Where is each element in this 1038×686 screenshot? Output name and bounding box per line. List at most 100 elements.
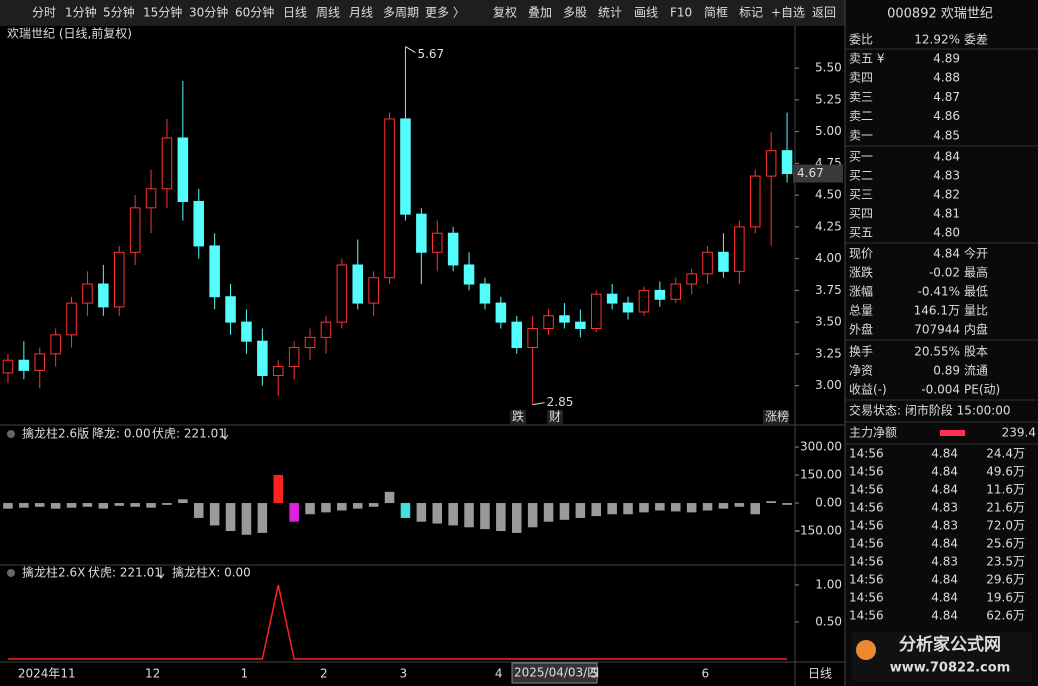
candle-body — [543, 315, 554, 329]
indicator-bar — [655, 503, 665, 511]
indicator-bar — [3, 503, 13, 509]
trade-price: 4.83 — [931, 519, 958, 533]
toolbar-button[interactable]: 标记 — [739, 6, 763, 20]
ask-price: 4.87 — [933, 90, 960, 104]
trade-volume: 11.6万 — [986, 483, 1025, 497]
trade-volume: 29.6万 — [986, 573, 1025, 587]
stat-value: 20.55% — [914, 345, 960, 359]
toolbar-button[interactable]: 月线 — [349, 6, 373, 20]
candle-body — [511, 321, 523, 349]
toolbar-button[interactable]: 统计 — [598, 6, 622, 20]
indicator-bar — [766, 501, 776, 504]
x-tick-label: 2 — [320, 667, 328, 681]
y-tick-label: 0.50 — [815, 615, 842, 629]
indicator-bar — [670, 503, 681, 512]
candle-body — [638, 289, 650, 313]
candle-body — [559, 315, 570, 323]
stat-value: -0.41% — [918, 285, 960, 299]
toolbar-button[interactable]: 5分钟 — [103, 5, 135, 20]
stat-label: 涨跌 — [849, 265, 873, 280]
toolbar-button[interactable]: 简框 — [704, 6, 728, 20]
toolbar-button[interactable]: 30分钟 — [189, 5, 228, 20]
cursor-box — [511, 662, 598, 684]
candle-body — [34, 353, 46, 371]
trade-time: 14:56 — [849, 573, 884, 587]
indicator-line — [7, 584, 788, 660]
ask-label: 卖二 — [849, 109, 873, 123]
trade-time: 14:56 — [849, 447, 884, 461]
candle-body — [718, 251, 729, 272]
x-tick-label: 1 — [240, 667, 248, 681]
net-flow-value: 239.4 — [1002, 426, 1036, 440]
indicator-bar — [559, 503, 570, 520]
indicator-bar — [750, 503, 761, 515]
stat-label: 现价 — [849, 247, 873, 261]
stat-label: 内盘 — [964, 322, 988, 337]
trade-price: 4.83 — [931, 555, 958, 569]
toolbar-button[interactable]: 返回 — [812, 6, 836, 20]
arrow-icon — [221, 428, 229, 440]
toolbar-button[interactable]: 1分钟 — [65, 5, 97, 20]
candle-body — [765, 150, 777, 177]
candle-body — [447, 232, 459, 266]
toolbar-button[interactable]: 叠加 — [528, 6, 552, 20]
indicator-bar — [368, 503, 379, 507]
toolbar-button[interactable]: 15分钟 — [143, 5, 182, 20]
toolbar-button[interactable]: +自选 — [771, 6, 805, 20]
toolbar-button[interactable]: 60分钟 — [235, 5, 274, 20]
stat-label: 总量 — [849, 304, 873, 318]
ratio-value: 12.92% — [914, 33, 960, 47]
trade-volume: 21.6万 — [986, 501, 1025, 515]
y-tick-label: 5.00 — [815, 124, 842, 138]
indicator-bar — [162, 503, 172, 505]
candle-body — [225, 296, 236, 323]
candle-body — [129, 207, 141, 253]
stat-label: 收益(-) — [849, 383, 887, 397]
x-tick-label: 4 — [495, 667, 503, 681]
trade-time: 14:56 — [849, 465, 884, 479]
toolbar-button[interactable]: 更多 〉 — [425, 6, 465, 20]
candle-body — [622, 302, 634, 313]
toolbar-button[interactable]: 复权 — [493, 6, 517, 20]
signal-tag-label: 涨榜 — [765, 409, 789, 424]
candle-body — [463, 264, 475, 285]
indicator-bar — [321, 503, 331, 513]
toolbar-button[interactable]: F10 — [670, 6, 692, 20]
candle-body — [527, 327, 538, 349]
candle-body — [66, 302, 77, 336]
toolbar-button[interactable]: 日线 — [283, 6, 307, 20]
candle-body — [304, 336, 316, 349]
indicator-bar — [50, 503, 61, 509]
trade-price: 4.84 — [931, 573, 958, 587]
toolbar-button[interactable]: 画线 — [634, 6, 658, 20]
indicator-bar — [193, 503, 204, 518]
indicator-bar — [82, 503, 93, 507]
candle-body — [320, 321, 332, 338]
trade-volume: 24.4万 — [986, 447, 1025, 461]
indicator-field: 降龙: 0.00 — [92, 427, 151, 441]
collapse-icon[interactable] — [7, 569, 15, 577]
indicator-field: 伏虎: 221.01 — [152, 427, 226, 441]
collapse-icon[interactable] — [7, 430, 15, 438]
bid-price: 4.81 — [933, 207, 960, 221]
indicator-bar — [225, 503, 236, 532]
candle-body — [734, 226, 745, 272]
ratio-label: 委比 — [849, 33, 873, 47]
toolbar-button[interactable]: 多周期 — [383, 6, 419, 20]
toolbar-button[interactable]: 周线 — [316, 6, 340, 20]
x-tick-label: 3 — [399, 667, 407, 681]
toolbar-button[interactable]: 分时 — [32, 6, 56, 20]
bid-price: 4.82 — [933, 188, 960, 202]
candle-body — [177, 137, 189, 202]
high-label: 5.67 — [417, 47, 444, 61]
trade-volume: 62.6万 — [986, 609, 1025, 623]
stat-value: 4.84 — [933, 247, 960, 261]
toolbar-button[interactable]: 多股 — [563, 6, 587, 20]
stat-value: -0.004 — [921, 383, 960, 397]
ask-price: 4.89 — [933, 52, 960, 66]
trade-time: 14:56 — [849, 519, 884, 533]
stat-label: 流通 — [964, 364, 988, 378]
bid-price: 4.84 — [933, 150, 960, 164]
indicator-field: 伏虎: 221.01 — [88, 566, 162, 580]
y-tick-label: 1.00 — [815, 577, 842, 591]
